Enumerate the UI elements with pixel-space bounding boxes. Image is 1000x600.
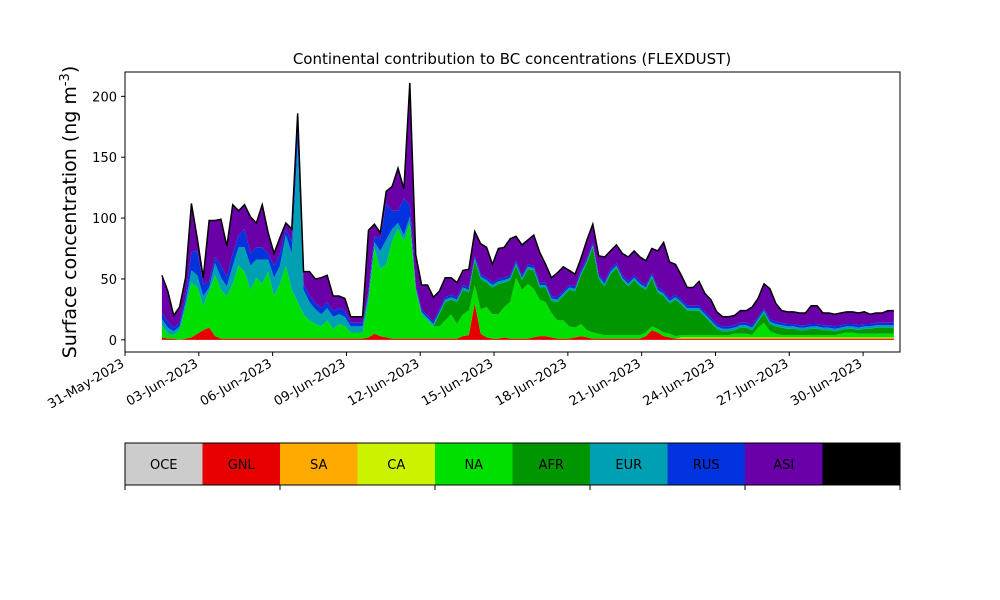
colorbar-label-oce: OCE: [150, 458, 178, 473]
x-tick-label: 15-Jun-2023: [419, 356, 496, 409]
y-tick-label: 150: [92, 151, 117, 166]
x-tick-label: 24-Jun-2023: [641, 356, 718, 409]
plot-area: [124, 71, 901, 353]
x-tick-label: 18-Jun-2023: [493, 356, 570, 409]
stacked-areas: [161, 82, 894, 340]
y-tick-label: 50: [100, 273, 117, 288]
x-tick-label: 09-Jun-2023: [272, 356, 349, 409]
x-tick-label: 21-Jun-2023: [567, 356, 644, 409]
colorbar-frame: [124, 442, 901, 486]
colorbar-swatch-sa: [280, 443, 358, 485]
x-tick-label: 27-Jun-2023: [714, 356, 791, 409]
y-tick-label: 100: [92, 212, 117, 227]
x-tick-label: 31-May-2023: [45, 356, 127, 412]
colorbar-swatch-oce: [125, 443, 203, 485]
colorbar-label-ca: CA: [387, 458, 405, 473]
colorbar-label-afr: AFR: [539, 458, 564, 473]
x-tick-label: 30-Jun-2023: [788, 356, 865, 409]
x-tick-label: 06-Jun-2023: [198, 356, 275, 409]
colorbar-swatch-na: [435, 443, 513, 485]
colorbar-swatch-gnl: [202, 443, 280, 485]
y-tick-label: 0: [109, 334, 117, 349]
colorbar-swatch-ca: [357, 443, 435, 485]
plot-frame: [124, 71, 901, 353]
y-axis-label: Surface concentration (ng m-3): [58, 66, 82, 359]
colorbar-label-gnl: GNL: [228, 458, 256, 473]
colorbar-label-eur: EUR: [615, 458, 642, 473]
y-axis: 0 50 100 150 200: [92, 90, 125, 349]
region-colorbar: OCE GNL SA CA NA AFR EUR RUS ASI AUS: [124, 442, 901, 490]
colorbar-label-asi: ASI: [773, 458, 794, 473]
colorbar-swatch-eur: [590, 443, 668, 485]
y-tick-label: 200: [92, 90, 117, 105]
colorbar-label-aus: AUS: [848, 458, 875, 473]
area-na: [161, 222, 894, 340]
colorbar-label-rus: RUS: [693, 458, 720, 473]
colorbar-swatch-aus: [822, 443, 900, 485]
x-tick-label: 03-Jun-2023: [124, 356, 201, 409]
area-afr: [161, 222, 894, 337]
colorbar-label-na: NA: [464, 458, 483, 473]
colorbar-swatch-asi: [745, 443, 823, 485]
colorbar-swatch-rus: [667, 443, 745, 485]
x-tick-label: 12-Jun-2023: [345, 356, 422, 409]
colorbar-swatch-afr: [512, 443, 590, 485]
colorbar-label-sa: SA: [310, 458, 327, 473]
chart-title: Continental contribution to BC concentra…: [293, 50, 731, 68]
x-axis: 31-May-202303-Jun-202306-Jun-202309-Jun-…: [45, 352, 865, 412]
total-outline: [161, 82, 894, 318]
